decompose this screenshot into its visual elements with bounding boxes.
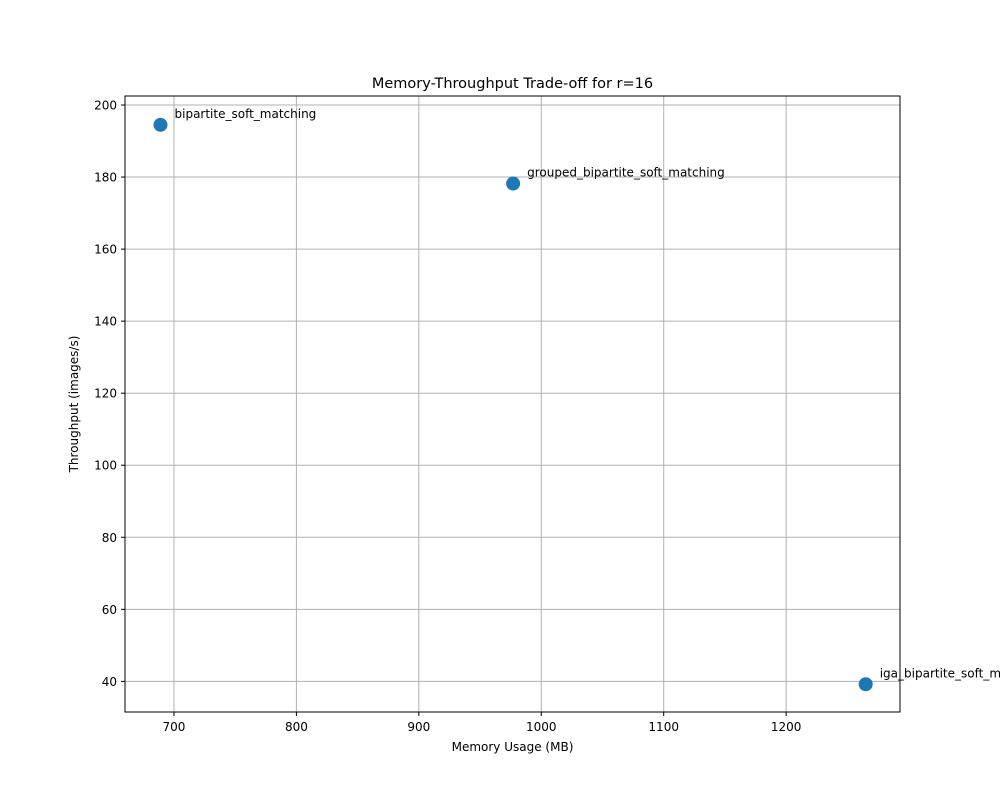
x-tick-label: 1100 <box>648 720 679 734</box>
y-axis-label: Throughput (images/s) <box>67 336 81 474</box>
y-tick-label: 140 <box>94 315 117 329</box>
plot-area-frame <box>124 95 901 713</box>
data-points <box>153 117 873 692</box>
data-point <box>506 176 521 191</box>
chart-title: Memory-Throughput Trade-off for r=16 <box>372 76 653 92</box>
y-axis-ticks: 40 60 80 100 120 140 160 180 200 <box>94 99 125 689</box>
x-tick-label: 1200 <box>771 720 802 734</box>
y-tick-label: 120 <box>94 387 117 401</box>
y-tick-label: 180 <box>94 171 117 185</box>
y-tick-label: 100 <box>94 459 117 473</box>
y-tick-label: 200 <box>94 99 117 113</box>
x-tick-label: 1000 <box>526 720 557 734</box>
point-label: bipartite_soft_matching <box>175 107 317 121</box>
x-tick-label: 900 <box>407 720 430 734</box>
data-point <box>153 117 168 132</box>
x-tick-label: 800 <box>285 720 308 734</box>
point-labels: bipartite_soft_matching grouped_bipartite… <box>175 107 1000 680</box>
y-tick-label: 40 <box>102 675 117 689</box>
y-tick-label: 80 <box>102 531 117 545</box>
point-label: iga_bipartite_soft_matching <box>880 666 1000 680</box>
data-point <box>858 677 873 692</box>
point-label: grouped_bipartite_soft_matching <box>527 166 725 180</box>
x-axis-ticks: 700 800 900 1000 1100 1200 <box>163 712 802 734</box>
x-axis-label: Memory Usage (MB) <box>452 740 574 754</box>
y-tick-label: 60 <box>102 603 117 617</box>
x-tick-label: 700 <box>163 720 186 734</box>
y-tick-label: 160 <box>94 243 117 257</box>
